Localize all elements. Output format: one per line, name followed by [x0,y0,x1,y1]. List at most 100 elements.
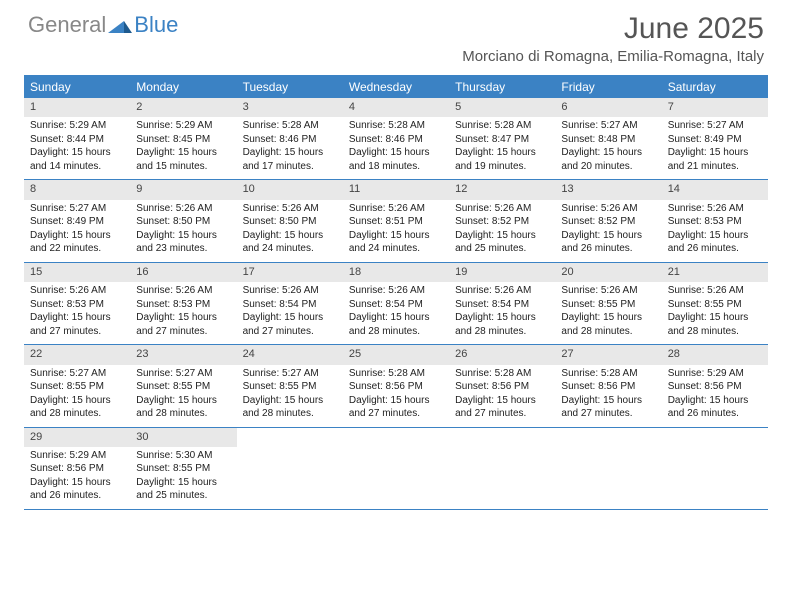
sunrise-text: Sunrise: 5:27 AM [136,367,230,381]
sunset-text: Sunset: 8:51 PM [349,215,443,229]
sunset-text: Sunset: 8:53 PM [668,215,762,229]
sunrise-text: Sunrise: 5:27 AM [243,367,337,381]
daylight-text: Daylight: 15 hours and 17 minutes. [243,146,337,173]
day-body: Sunrise: 5:26 AMSunset: 8:53 PMDaylight:… [662,200,768,262]
day-body: Sunrise: 5:26 AMSunset: 8:51 PMDaylight:… [343,200,449,262]
day-cell: 13Sunrise: 5:26 AMSunset: 8:52 PMDayligh… [555,180,661,261]
sunrise-text: Sunrise: 5:28 AM [561,367,655,381]
day-number: 20 [555,263,661,282]
sunrise-text: Sunrise: 5:26 AM [455,284,549,298]
daylight-text: Daylight: 15 hours and 28 minutes. [668,311,762,338]
sunset-text: Sunset: 8:55 PM [243,380,337,394]
sunset-text: Sunset: 8:49 PM [668,133,762,147]
day-cell: 24Sunrise: 5:27 AMSunset: 8:55 PMDayligh… [237,345,343,426]
day-cell: 7Sunrise: 5:27 AMSunset: 8:49 PMDaylight… [662,98,768,179]
daylight-text: Daylight: 15 hours and 25 minutes. [455,229,549,256]
sunset-text: Sunset: 8:55 PM [561,298,655,312]
day-cell: 27Sunrise: 5:28 AMSunset: 8:56 PMDayligh… [555,345,661,426]
sunrise-text: Sunrise: 5:26 AM [455,202,549,216]
sunset-text: Sunset: 8:56 PM [455,380,549,394]
day-cell: 25Sunrise: 5:28 AMSunset: 8:56 PMDayligh… [343,345,449,426]
weekday-header: Friday [555,76,661,98]
daylight-text: Daylight: 15 hours and 23 minutes. [136,229,230,256]
daylight-text: Daylight: 15 hours and 22 minutes. [30,229,124,256]
sunrise-text: Sunrise: 5:26 AM [30,284,124,298]
sunset-text: Sunset: 8:48 PM [561,133,655,147]
day-number: 13 [555,180,661,199]
day-number: 2 [130,98,236,117]
sunset-text: Sunset: 8:56 PM [349,380,443,394]
day-cell: 29Sunrise: 5:29 AMSunset: 8:56 PMDayligh… [24,428,130,509]
day-number: 14 [662,180,768,199]
daylight-text: Daylight: 15 hours and 28 minutes. [349,311,443,338]
sunset-text: Sunset: 8:49 PM [30,215,124,229]
day-number: 28 [662,345,768,364]
day-cell: 9Sunrise: 5:26 AMSunset: 8:50 PMDaylight… [130,180,236,261]
weekday-header: Sunday [24,76,130,98]
day-cell: 14Sunrise: 5:26 AMSunset: 8:53 PMDayligh… [662,180,768,261]
sunrise-text: Sunrise: 5:26 AM [243,202,337,216]
day-cell [343,428,449,509]
sunrise-text: Sunrise: 5:30 AM [136,449,230,463]
day-body: Sunrise: 5:26 AMSunset: 8:52 PMDaylight:… [555,200,661,262]
day-cell: 21Sunrise: 5:26 AMSunset: 8:55 PMDayligh… [662,263,768,344]
day-number: 3 [237,98,343,117]
daylight-text: Daylight: 15 hours and 28 minutes. [561,311,655,338]
daylight-text: Daylight: 15 hours and 26 minutes. [561,229,655,256]
daylight-text: Daylight: 15 hours and 28 minutes. [455,311,549,338]
week-row: 8Sunrise: 5:27 AMSunset: 8:49 PMDaylight… [24,180,768,262]
sunset-text: Sunset: 8:54 PM [455,298,549,312]
day-number: 29 [24,428,130,447]
sunset-text: Sunset: 8:47 PM [455,133,549,147]
day-body: Sunrise: 5:26 AMSunset: 8:54 PMDaylight:… [237,282,343,344]
day-number: 17 [237,263,343,282]
daylight-text: Daylight: 15 hours and 20 minutes. [561,146,655,173]
day-number: 25 [343,345,449,364]
sunrise-text: Sunrise: 5:26 AM [561,284,655,298]
day-body: Sunrise: 5:29 AMSunset: 8:44 PMDaylight:… [24,117,130,179]
logo: General Blue [28,12,178,38]
day-cell: 2Sunrise: 5:29 AMSunset: 8:45 PMDaylight… [130,98,236,179]
day-number: 19 [449,263,555,282]
day-body: Sunrise: 5:27 AMSunset: 8:55 PMDaylight:… [24,365,130,427]
day-number: 15 [24,263,130,282]
day-body: Sunrise: 5:30 AMSunset: 8:55 PMDaylight:… [130,447,236,509]
sunrise-text: Sunrise: 5:27 AM [561,119,655,133]
sunset-text: Sunset: 8:44 PM [30,133,124,147]
day-cell: 26Sunrise: 5:28 AMSunset: 8:56 PMDayligh… [449,345,555,426]
day-number: 10 [237,180,343,199]
daylight-text: Daylight: 15 hours and 25 minutes. [136,476,230,503]
logo-text-blue: Blue [134,12,178,38]
daylight-text: Daylight: 15 hours and 26 minutes. [668,229,762,256]
sunrise-text: Sunrise: 5:28 AM [455,367,549,381]
day-body: Sunrise: 5:28 AMSunset: 8:46 PMDaylight:… [343,117,449,179]
weekday-header: Wednesday [343,76,449,98]
sunset-text: Sunset: 8:55 PM [668,298,762,312]
daylight-text: Daylight: 15 hours and 24 minutes. [243,229,337,256]
week-row: 15Sunrise: 5:26 AMSunset: 8:53 PMDayligh… [24,263,768,345]
day-cell: 11Sunrise: 5:26 AMSunset: 8:51 PMDayligh… [343,180,449,261]
sunrise-text: Sunrise: 5:26 AM [243,284,337,298]
daylight-text: Daylight: 15 hours and 27 minutes. [243,311,337,338]
day-body: Sunrise: 5:27 AMSunset: 8:55 PMDaylight:… [237,365,343,427]
day-body: Sunrise: 5:26 AMSunset: 8:53 PMDaylight:… [24,282,130,344]
sunset-text: Sunset: 8:54 PM [243,298,337,312]
sunset-text: Sunset: 8:56 PM [30,462,124,476]
sunrise-text: Sunrise: 5:28 AM [349,367,443,381]
logo-triangle-icon [108,17,132,33]
day-number: 11 [343,180,449,199]
sunset-text: Sunset: 8:53 PM [136,298,230,312]
weekday-header: Monday [130,76,236,98]
day-body: Sunrise: 5:28 AMSunset: 8:56 PMDaylight:… [343,365,449,427]
day-body: Sunrise: 5:29 AMSunset: 8:56 PMDaylight:… [24,447,130,509]
daylight-text: Daylight: 15 hours and 27 minutes. [455,394,549,421]
day-number: 5 [449,98,555,117]
day-cell: 17Sunrise: 5:26 AMSunset: 8:54 PMDayligh… [237,263,343,344]
sunset-text: Sunset: 8:55 PM [30,380,124,394]
sunset-text: Sunset: 8:50 PM [136,215,230,229]
sunset-text: Sunset: 8:45 PM [136,133,230,147]
daylight-text: Daylight: 15 hours and 27 minutes. [136,311,230,338]
sunset-text: Sunset: 8:50 PM [243,215,337,229]
sunrise-text: Sunrise: 5:28 AM [349,119,443,133]
sunrise-text: Sunrise: 5:28 AM [243,119,337,133]
